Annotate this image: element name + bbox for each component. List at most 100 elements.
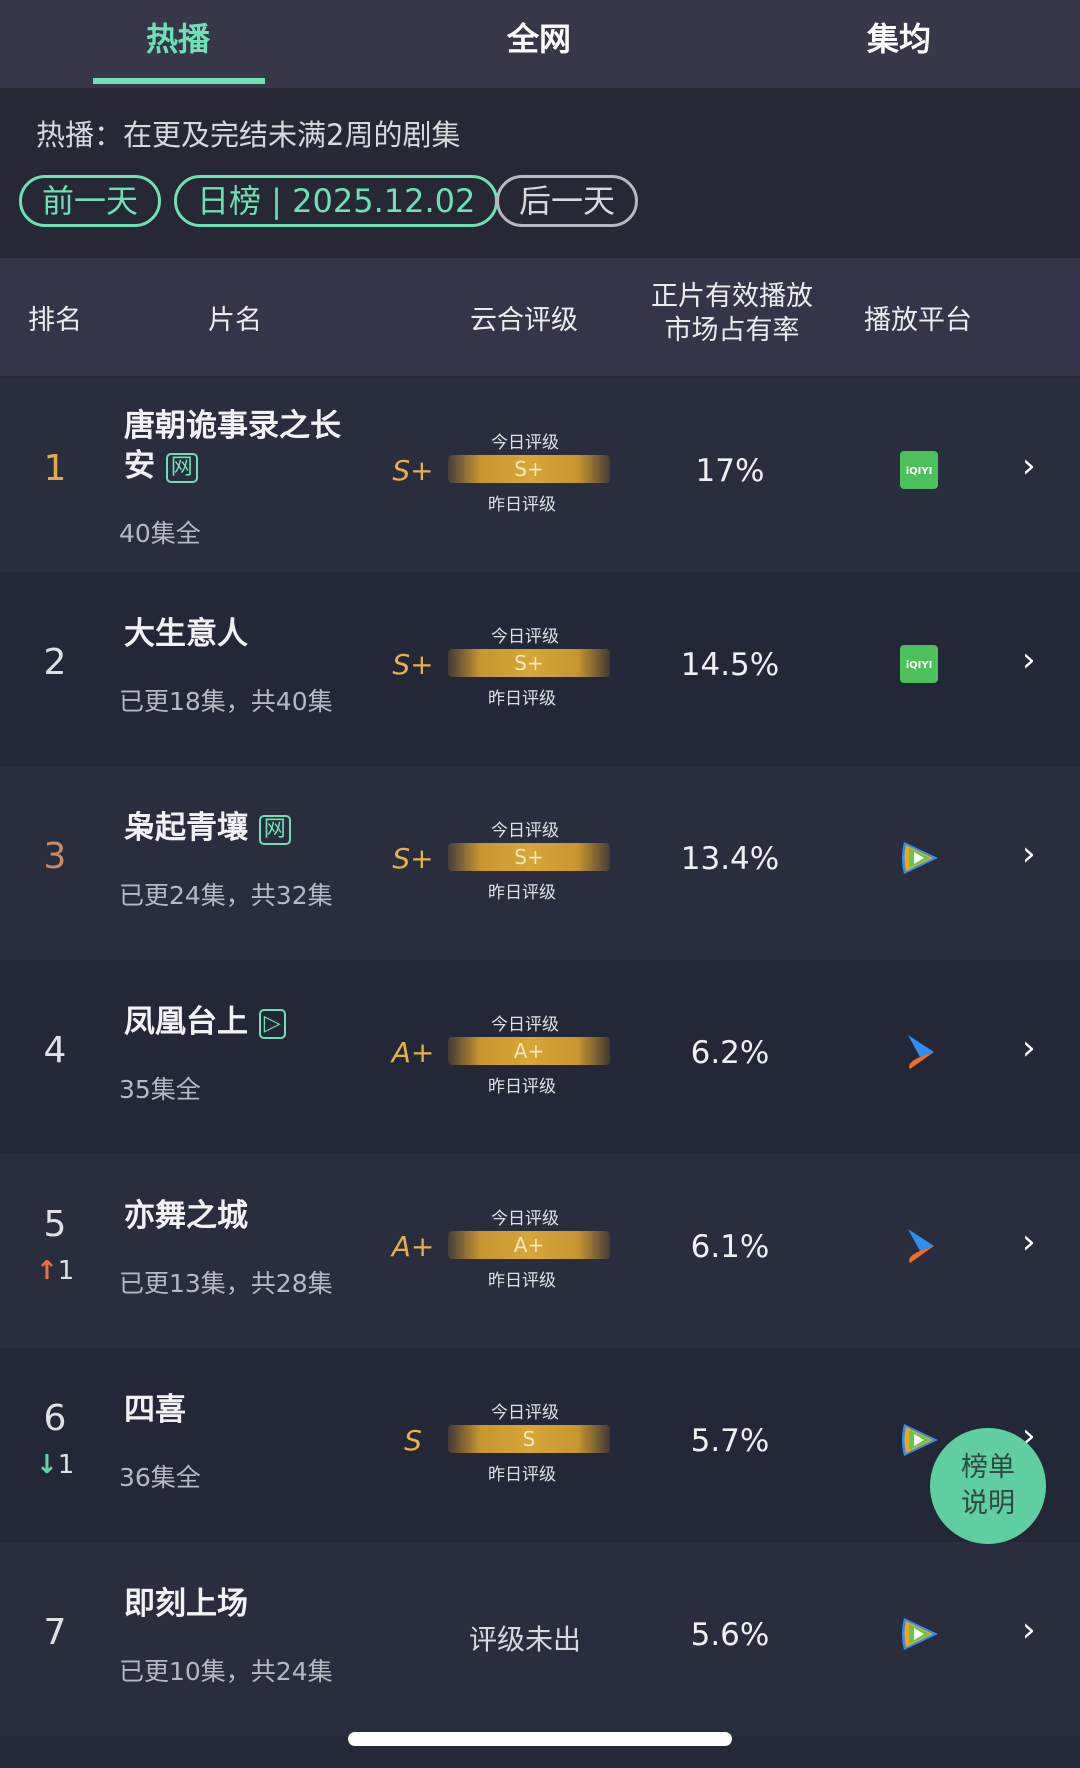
tab-all-network[interactable]: 全网 [506,20,571,58]
episode-status: 40集全 [119,519,201,548]
grade-bar: A+ [448,1231,610,1259]
rank-number: 6 [43,1398,67,1439]
show-title[interactable]: 亦舞之城 [124,1196,354,1236]
fab-line1: 榜单 [961,1452,1015,1483]
grade-bar-value: S+ [514,845,544,869]
grade: A+ [391,1036,435,1069]
rank-number: 5 [43,1204,67,1245]
market-share: 6.2% [690,1035,770,1071]
market-share: 17% [695,453,765,489]
chevron-right-icon[interactable]: › [1022,446,1036,486]
show-title[interactable]: 四喜 [124,1390,354,1430]
show-title[interactable]: 即刻上场 [124,1584,354,1624]
table-row[interactable]: 7 即刻上场 已更10集，共24集 评级未出 5.6% › [0,1542,1080,1736]
yesterday-grade-label: 昨日评级 [488,689,556,709]
active-tab-indicator [93,78,265,84]
episode-status: 已更24集，共32集 [119,881,333,910]
yesterday-grade-label: 昨日评级 [488,495,556,515]
table-header: 排名 片名 云合评级 正片有效播放 市场占有率 播放平台 [0,258,1080,376]
tencent-video-icon [900,1421,938,1459]
grade-bar: A+ [448,1037,610,1065]
header-rank: 排名 [28,305,82,336]
episode-status: 36集全 [119,1463,201,1492]
header-grade: 云合评级 [470,305,578,336]
table-row[interactable]: 2 大生意人 已更18集，共40集 S+ 今日评级 S+ 昨日评级 14.5% iQIYI › [0,572,1080,766]
show-title-text: 凤凰台上 [124,1004,248,1040]
grade: S+ [392,454,434,487]
rank-number: 2 [43,642,67,683]
header-share-line1: 正片有效播放 [651,281,813,312]
yesterday-grade-label: 昨日评级 [488,1077,556,1097]
show-title[interactable]: 大生意人 [124,614,354,654]
today-grade-label: 今日评级 [491,1015,559,1035]
header-share-line2: 市场占有率 [664,315,800,346]
table-row[interactable]: 3 枭起青壤 网已更24集，共32集 S+ 今日评级 S+ 昨日评级 13.4% › [0,766,1080,960]
chevron-right-icon[interactable]: › [1022,1028,1036,1068]
tab-episode-average[interactable]: 集均 [866,20,931,58]
grade: S [404,1424,422,1457]
web-drama-badge: 网 [165,452,198,483]
market-share: 6.1% [690,1229,770,1265]
show-title-text: 即刻上场 [124,1586,248,1622]
home-indicator[interactable] [348,1732,732,1746]
market-share: 5.7% [690,1423,770,1459]
yesterday-grade-label: 昨日评级 [488,883,556,903]
grade-bar-value: A+ [513,1233,545,1257]
episode-status: 35集全 [119,1075,201,1104]
iqiyi-icon: iQIYI [900,645,938,683]
youku-icon [900,1227,938,1265]
show-title-text: 大生意人 [124,616,248,652]
grade-bar: S+ [448,455,610,483]
grade: S+ [392,842,434,875]
tab-hot[interactable]: 热播 [145,20,210,58]
chevron-right-icon[interactable]: › [1022,640,1036,680]
market-share: 14.5% [680,647,780,683]
show-title-text: 亦舞之城 [124,1198,248,1234]
grade-pending: 评级未出 [468,1623,581,1656]
table-row[interactable]: 1 唐朝诡事录之长安 网 40集全 S+ 今日评级 S+ 昨日评级 17% iQIYI › [0,378,1080,572]
rank-number: 3 [43,836,67,877]
table-row[interactable]: 6 ↓1 四喜 36集全 S 今日评级 S 昨日评级 5.7% › [0,1348,1080,1542]
header-title: 片名 [208,305,262,336]
intro-section: 热播：在更及完结未满2周的剧集 前一天 日榜 | 2025.12.02 后一天 [0,88,1080,258]
show-title-text: 唐朝诡事录之长安 [124,408,341,484]
today-grade-label: 今日评级 [491,821,559,841]
prev-day-button[interactable]: 前一天 [19,175,162,227]
rank-change: ↓1 [36,1450,74,1480]
date-selector[interactable]: 日榜 | 2025.12.02 [174,175,499,227]
next-day-button[interactable]: 后一天 [496,175,639,227]
today-grade-label: 今日评级 [491,627,559,647]
description: 热播：在更及完结未满2周的剧集 [36,118,461,152]
grade-bar-value: S+ [514,651,544,675]
chevron-right-icon[interactable]: › [1022,834,1036,874]
arrow-down-icon: ↓ [36,1450,58,1480]
play-badge-icon: ▷ [258,1008,286,1039]
show-title[interactable]: 枭起青壤 网 [124,808,354,848]
grade-bar: S+ [448,649,610,677]
youku-icon [900,1033,938,1071]
svg-text:iQIYI: iQIYI [906,660,933,671]
show-title[interactable]: 唐朝诡事录之长安 网 [124,406,354,486]
table-row[interactable]: 5 ↑1 亦舞之城 已更13集，共28集 A+ 今日评级 A+ 昨日评级 6.1% › [0,1154,1080,1348]
yesterday-grade-label: 昨日评级 [488,1271,556,1291]
market-share: 13.4% [680,841,780,877]
table-row[interactable]: 4 凤凰台上 ▷ 35集全 A+ 今日评级 A+ 昨日评级 6.2% › [0,960,1080,1154]
chart-explanation-button[interactable]: 榜单 说明 [930,1428,1046,1544]
chevron-right-icon[interactable]: › [1022,1222,1036,1262]
chevron-right-icon[interactable]: › [1022,1610,1036,1650]
episode-status: 已更10集，共24集 [119,1657,333,1686]
header-share: 正片有效播放 市场占有率 [648,280,816,348]
rank-change: ↑1 [36,1256,74,1286]
show-title[interactable]: 凤凰台上 ▷ [124,1002,354,1042]
web-drama-badge: 网 [258,814,291,845]
grade: S+ [392,648,434,681]
iqiyi-icon: iQIYI [900,451,938,489]
grade-bar: S+ [448,843,610,871]
show-title-text: 枭起青壤 [124,810,248,846]
grade-bar-value: S+ [514,457,544,481]
grade-bar: S [448,1425,610,1453]
rank-number: 1 [43,448,67,489]
yesterday-grade-label: 昨日评级 [488,1465,556,1485]
market-share: 5.6% [690,1617,770,1653]
tab-bar: 热播 全网 集均 [0,0,1080,88]
